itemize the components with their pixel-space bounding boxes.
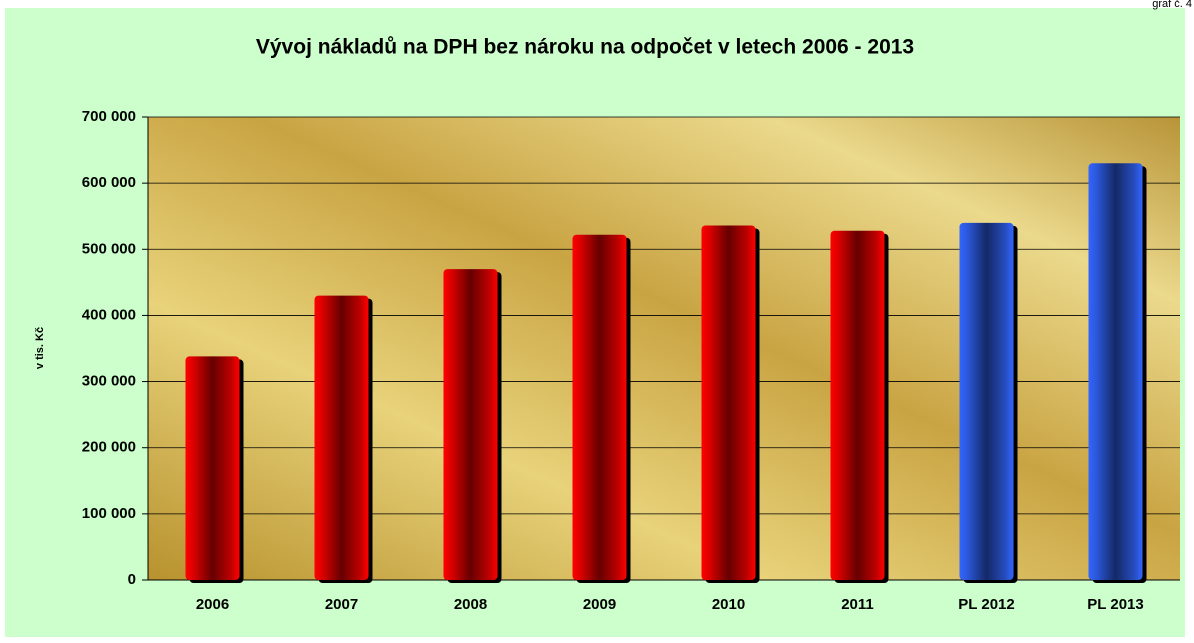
bar bbox=[1088, 163, 1143, 581]
x-tick-label: 2008 bbox=[454, 596, 487, 613]
y-axis-label: v tis. Kč bbox=[34, 327, 46, 369]
chart-title: Vývoj nákladů na DPH bez nároku na odpoč… bbox=[256, 36, 914, 59]
bar bbox=[443, 269, 498, 580]
x-tick-label: PL 2013 bbox=[1087, 596, 1143, 613]
y-tick-label: 400 000 bbox=[82, 306, 136, 323]
corner-note: graf č. 4 bbox=[1152, 0, 1192, 10]
bar bbox=[830, 230, 885, 580]
bar bbox=[185, 356, 240, 580]
x-tick-label: 2011 bbox=[841, 596, 874, 613]
bar bbox=[572, 234, 627, 580]
bar bbox=[959, 222, 1014, 581]
y-tick-label: 200 000 bbox=[82, 439, 136, 456]
x-tick-label: 2010 bbox=[712, 596, 745, 613]
x-tick-label: 2009 bbox=[583, 596, 616, 613]
x-tick-label: 2007 bbox=[325, 596, 358, 613]
bar bbox=[701, 225, 756, 580]
x-tick-label: PL 2012 bbox=[958, 596, 1014, 613]
y-tick-label: 600 000 bbox=[82, 174, 136, 191]
y-tick-label: 300 000 bbox=[82, 373, 136, 390]
bar bbox=[314, 295, 369, 580]
y-tick-label: 100 000 bbox=[82, 505, 136, 522]
y-tick-label: 0 bbox=[128, 571, 136, 588]
y-tick-label: 500 000 bbox=[82, 240, 136, 257]
y-tick-label: 700 000 bbox=[82, 108, 136, 125]
plot-area bbox=[148, 117, 1180, 580]
x-tick-label: 2006 bbox=[196, 596, 229, 613]
